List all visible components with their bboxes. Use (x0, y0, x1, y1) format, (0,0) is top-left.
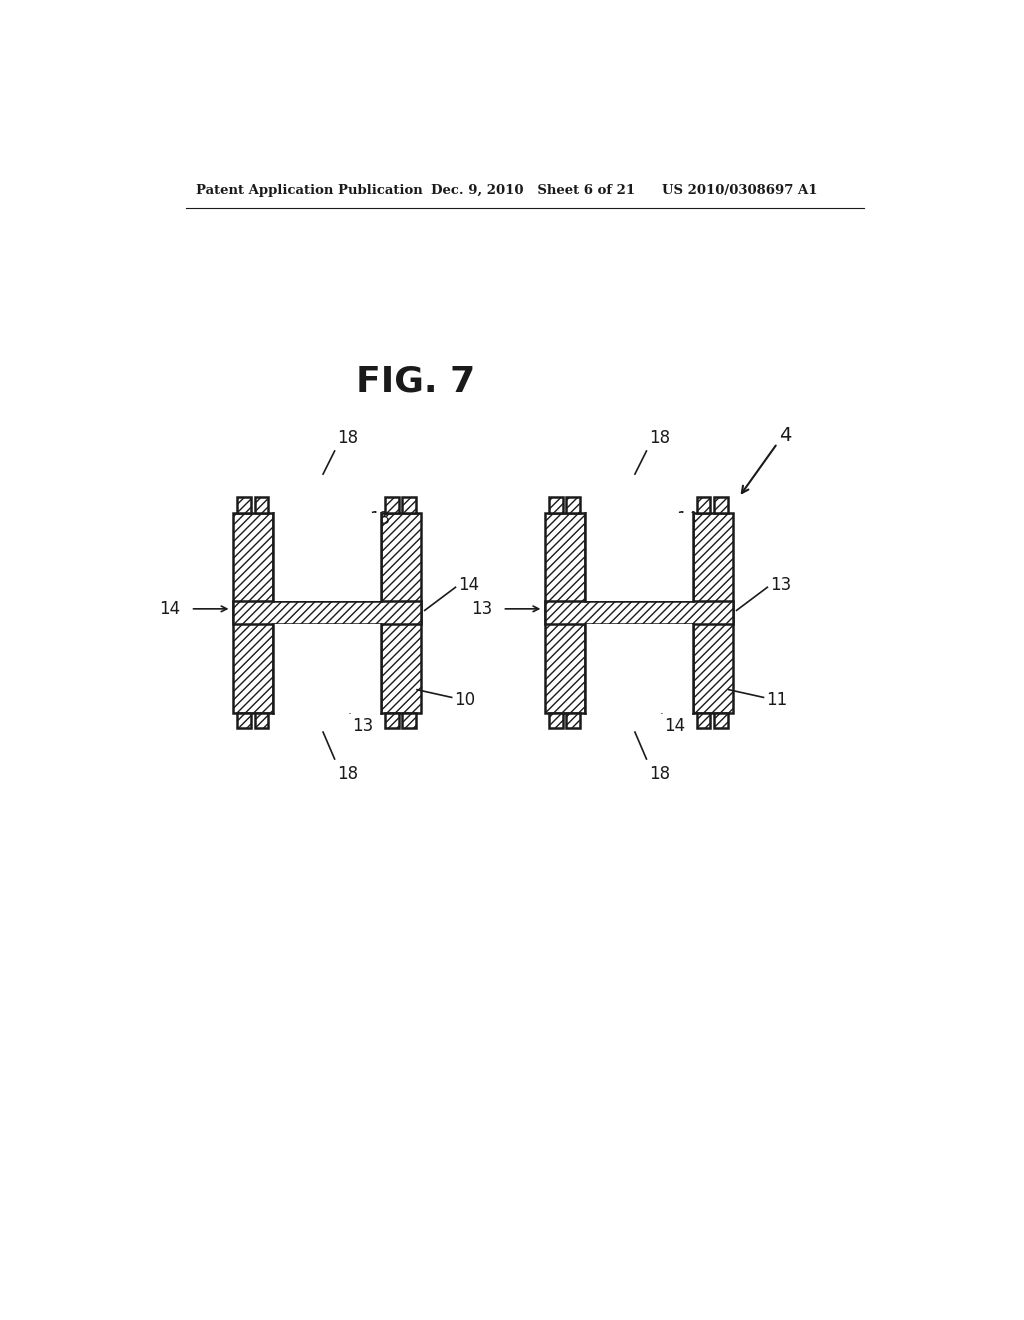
Bar (714, 498, 728, 512)
Bar (385, 498, 398, 512)
Text: 10: 10 (454, 690, 475, 709)
Bar (255, 713, 268, 729)
Text: 18: 18 (337, 429, 358, 447)
Text: 4: 4 (779, 426, 792, 445)
Bar (237, 713, 251, 729)
Bar (696, 713, 711, 729)
Bar (566, 498, 581, 512)
Text: 14: 14 (676, 510, 697, 528)
Bar (549, 713, 562, 729)
Bar (714, 713, 728, 729)
Text: 14: 14 (665, 717, 685, 735)
Text: 13: 13 (770, 576, 791, 594)
Bar (696, 498, 711, 512)
Bar (237, 498, 251, 512)
Bar (402, 498, 416, 512)
Text: 14: 14 (160, 599, 180, 618)
Bar (402, 713, 416, 729)
Bar (273, 624, 381, 713)
Text: 18: 18 (649, 766, 670, 783)
Text: US 2010/0308697 A1: US 2010/0308697 A1 (662, 185, 817, 197)
Text: 11: 11 (766, 690, 787, 709)
Text: Dec. 9, 2010   Sheet 6 of 21: Dec. 9, 2010 Sheet 6 of 21 (431, 185, 635, 197)
Text: Patent Application Publication: Patent Application Publication (196, 185, 423, 197)
Text: 18: 18 (649, 429, 670, 447)
Bar (566, 713, 581, 729)
Bar (585, 512, 692, 601)
Text: 18: 18 (337, 766, 358, 783)
Text: FIG. 7: FIG. 7 (355, 364, 475, 399)
Bar (385, 713, 398, 729)
Bar (549, 498, 562, 512)
Text: 13: 13 (352, 717, 374, 735)
Text: 13: 13 (370, 510, 390, 528)
Bar (381, 512, 421, 713)
Bar (692, 512, 733, 713)
Bar (233, 512, 273, 713)
Text: 14: 14 (458, 576, 479, 594)
Bar (273, 512, 381, 601)
Bar (255, 498, 268, 512)
Bar (545, 512, 585, 713)
Bar (585, 624, 692, 713)
Bar (545, 601, 733, 624)
Text: 13: 13 (471, 599, 493, 618)
Bar (233, 601, 421, 624)
